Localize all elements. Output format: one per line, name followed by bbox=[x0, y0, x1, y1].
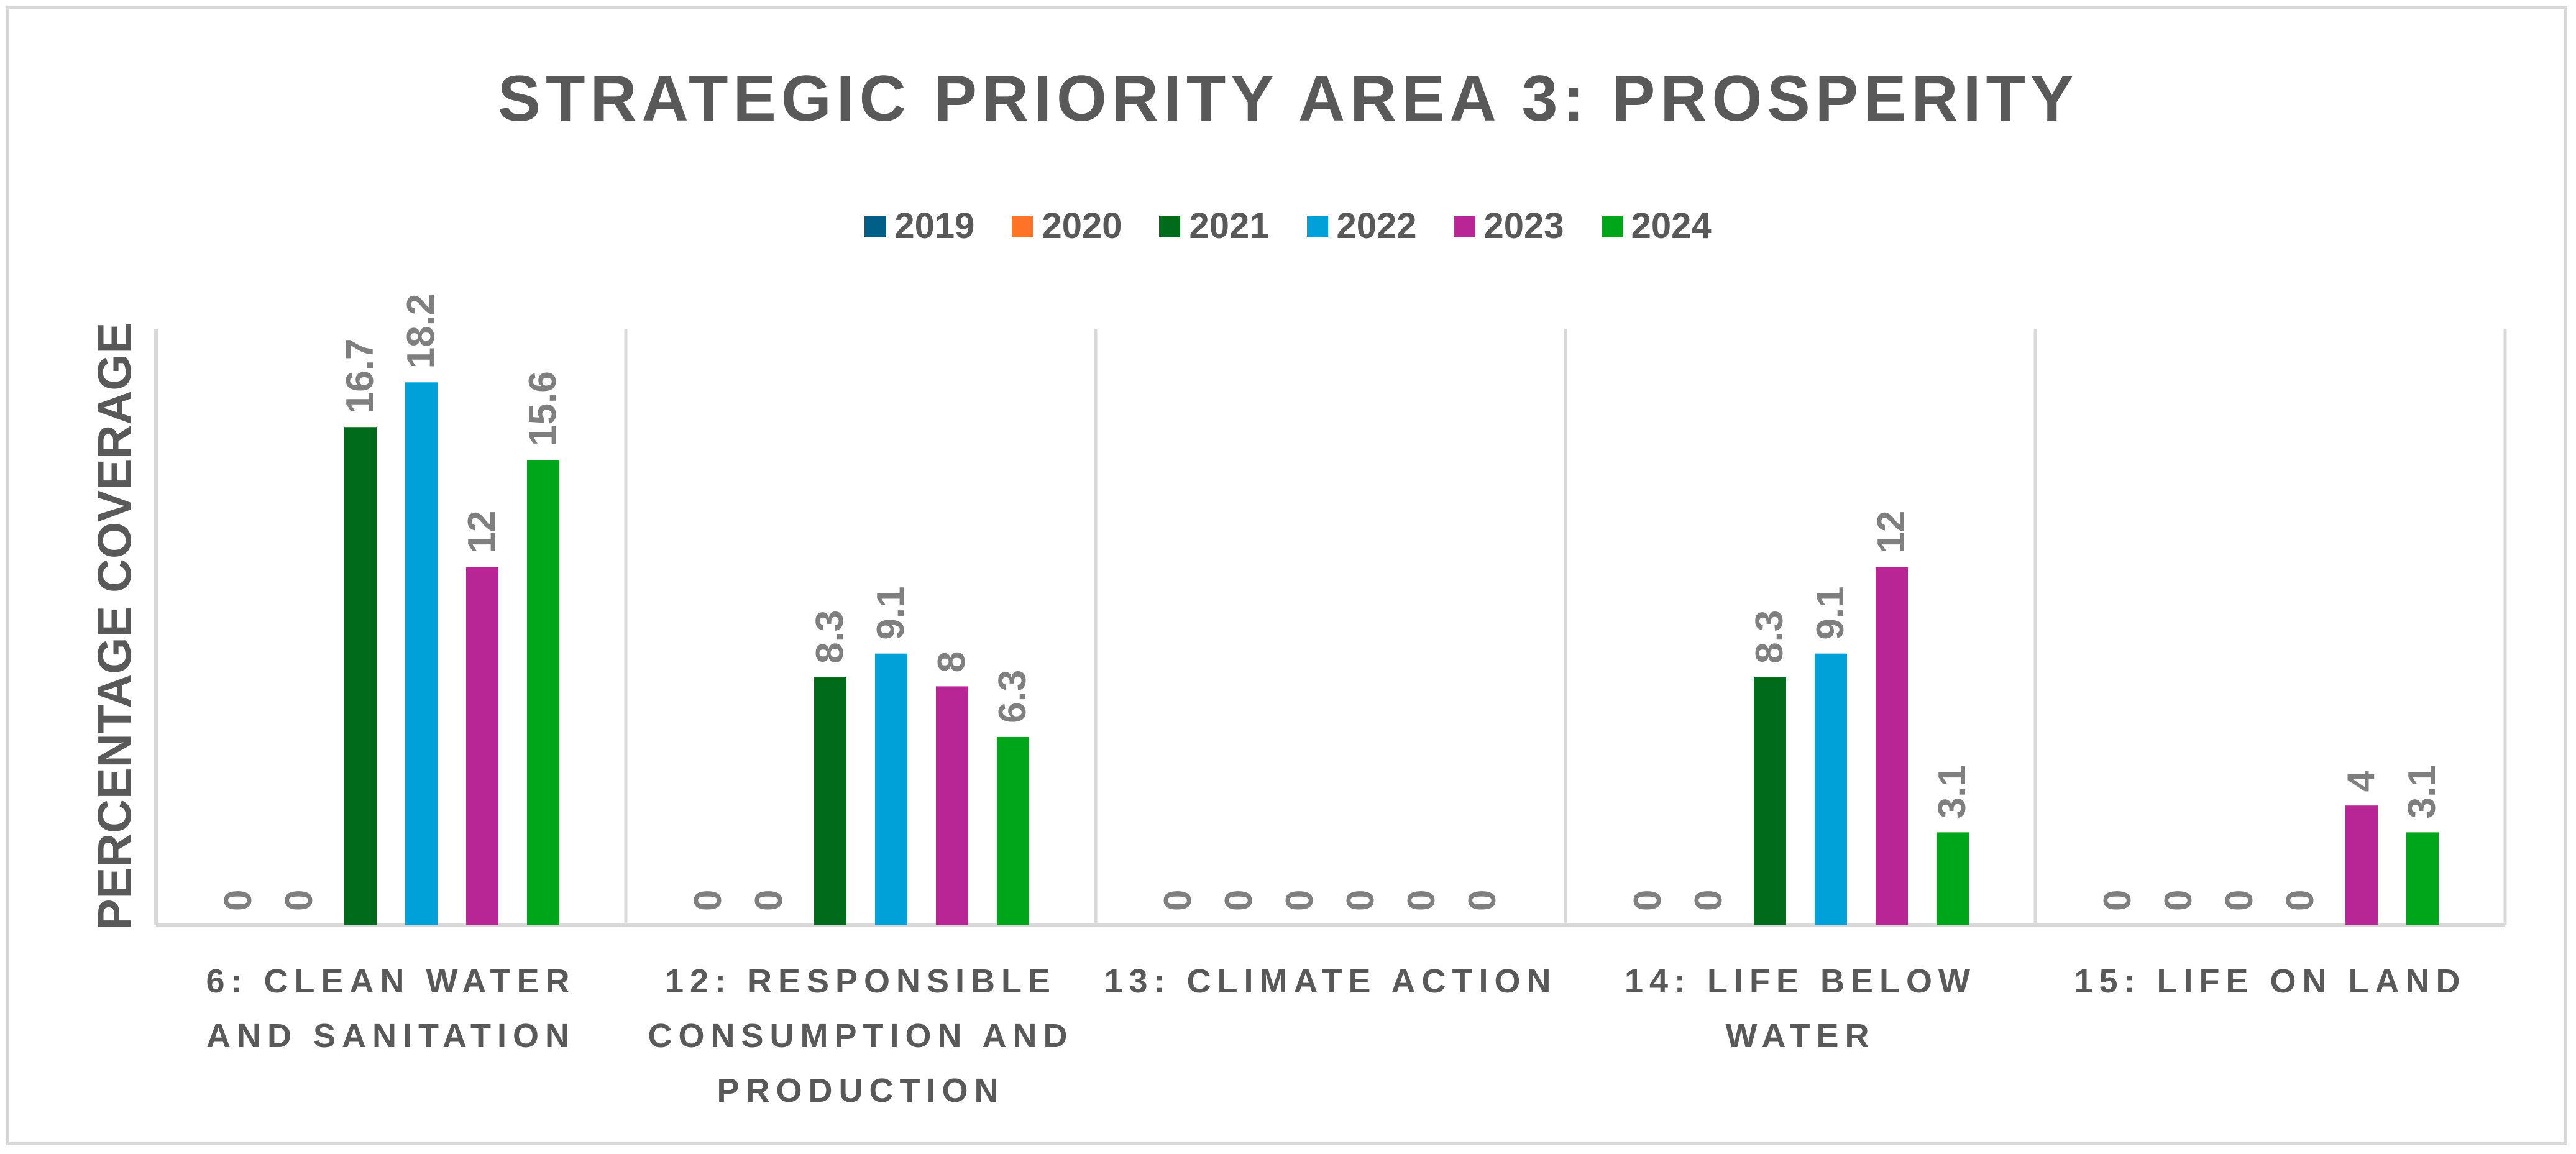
legend-label: 2021 bbox=[1189, 206, 1270, 246]
legend-swatch bbox=[1012, 215, 1034, 237]
data-label: 0 bbox=[1626, 890, 1669, 911]
chart-title: STRATEGIC PRIORITY AREA 3: PROSPERITY bbox=[497, 63, 2079, 135]
category-label: 6: CLEAN WATER AND SANITATION bbox=[206, 963, 576, 1055]
data-label: 12 bbox=[1870, 511, 1913, 554]
data-label: 3.1 bbox=[1931, 765, 1974, 818]
bar-2023-cat4 bbox=[2345, 805, 2378, 925]
legend-item-2023: 2023 bbox=[1454, 205, 1564, 247]
bar-2024-cat4 bbox=[2406, 832, 2439, 925]
legend-swatch bbox=[1306, 215, 1328, 237]
data-label: 0 bbox=[2218, 890, 2261, 911]
legend-swatch bbox=[1454, 215, 1475, 237]
bar-2022-cat0 bbox=[405, 382, 438, 925]
data-label: 0 bbox=[1687, 890, 1730, 911]
data-label: 0 bbox=[2157, 890, 2200, 911]
legend-item-2024: 2024 bbox=[1601, 205, 1712, 247]
legend-label: 2020 bbox=[1042, 206, 1122, 246]
data-label: 12 bbox=[461, 511, 503, 554]
bar-2022-cat1 bbox=[875, 653, 907, 925]
legend-item-2021: 2021 bbox=[1159, 205, 1270, 247]
bar-2021-cat3 bbox=[1754, 677, 1786, 925]
bar-2023-cat0 bbox=[466, 567, 498, 925]
legend-label: 2023 bbox=[1483, 206, 1564, 246]
legend-swatch bbox=[1159, 215, 1181, 237]
data-label: 0 bbox=[217, 890, 260, 911]
legend-item-2022: 2022 bbox=[1306, 205, 1417, 247]
data-label: 0 bbox=[1157, 890, 1199, 911]
legend-label: 2019 bbox=[894, 206, 975, 246]
legend-label: 2024 bbox=[1631, 206, 1712, 246]
data-label: 9.1 bbox=[869, 586, 912, 639]
legend-item-2019: 2019 bbox=[864, 205, 974, 247]
legend-label: 2022 bbox=[1336, 206, 1417, 246]
category-label: 14: LIFE BELOW WATER bbox=[1624, 963, 1976, 1055]
data-label: 0 bbox=[1278, 890, 1321, 911]
chart-frame bbox=[6, 6, 2567, 1145]
data-label: 3.1 bbox=[2401, 765, 2444, 818]
bar-2023-cat1 bbox=[936, 686, 968, 925]
data-label: 18.2 bbox=[400, 294, 442, 369]
data-label: 8.3 bbox=[809, 610, 851, 664]
data-label: 0 bbox=[748, 890, 791, 911]
data-label: 6.3 bbox=[991, 670, 1034, 723]
bar-2024-cat0 bbox=[527, 459, 559, 925]
bar-2022-cat3 bbox=[1815, 653, 1847, 925]
data-label: 9.1 bbox=[1809, 586, 1852, 639]
bar-2021-cat0 bbox=[344, 427, 377, 925]
legend-item-2020: 2020 bbox=[1012, 205, 1122, 247]
data-label: 0 bbox=[1461, 890, 1504, 911]
data-label: 4 bbox=[2340, 770, 2383, 792]
bar-2024-cat3 bbox=[1937, 832, 1969, 925]
data-label: 15.6 bbox=[521, 371, 564, 446]
data-label: 16.7 bbox=[339, 339, 382, 414]
data-label: 8 bbox=[930, 651, 973, 672]
data-label: 0 bbox=[2279, 890, 2322, 911]
data-label: 0 bbox=[687, 890, 730, 911]
data-label: 0 bbox=[2096, 890, 2139, 911]
data-label: 0 bbox=[1400, 890, 1443, 911]
data-label: 8.3 bbox=[1748, 610, 1791, 664]
category-label: 15: LIFE ON LAND bbox=[2074, 963, 2467, 1000]
data-label: 0 bbox=[1339, 890, 1382, 911]
data-label: 0 bbox=[1217, 890, 1260, 911]
category-label: 12: RESPONSIBLE CONSUMPTION AND PRODUCTI… bbox=[648, 963, 1074, 1109]
bar-2024-cat1 bbox=[997, 736, 1029, 925]
legend-swatch bbox=[1601, 215, 1623, 237]
category-label: 13: CLIMATE ACTION bbox=[1104, 963, 1557, 1000]
data-label: 0 bbox=[278, 890, 321, 911]
legend-swatch bbox=[864, 215, 886, 237]
legend: 2019 2020 2021 2022 2023 2024 bbox=[0, 205, 2576, 247]
bar-2023-cat3 bbox=[1876, 567, 1908, 925]
bar-2021-cat1 bbox=[814, 677, 846, 925]
